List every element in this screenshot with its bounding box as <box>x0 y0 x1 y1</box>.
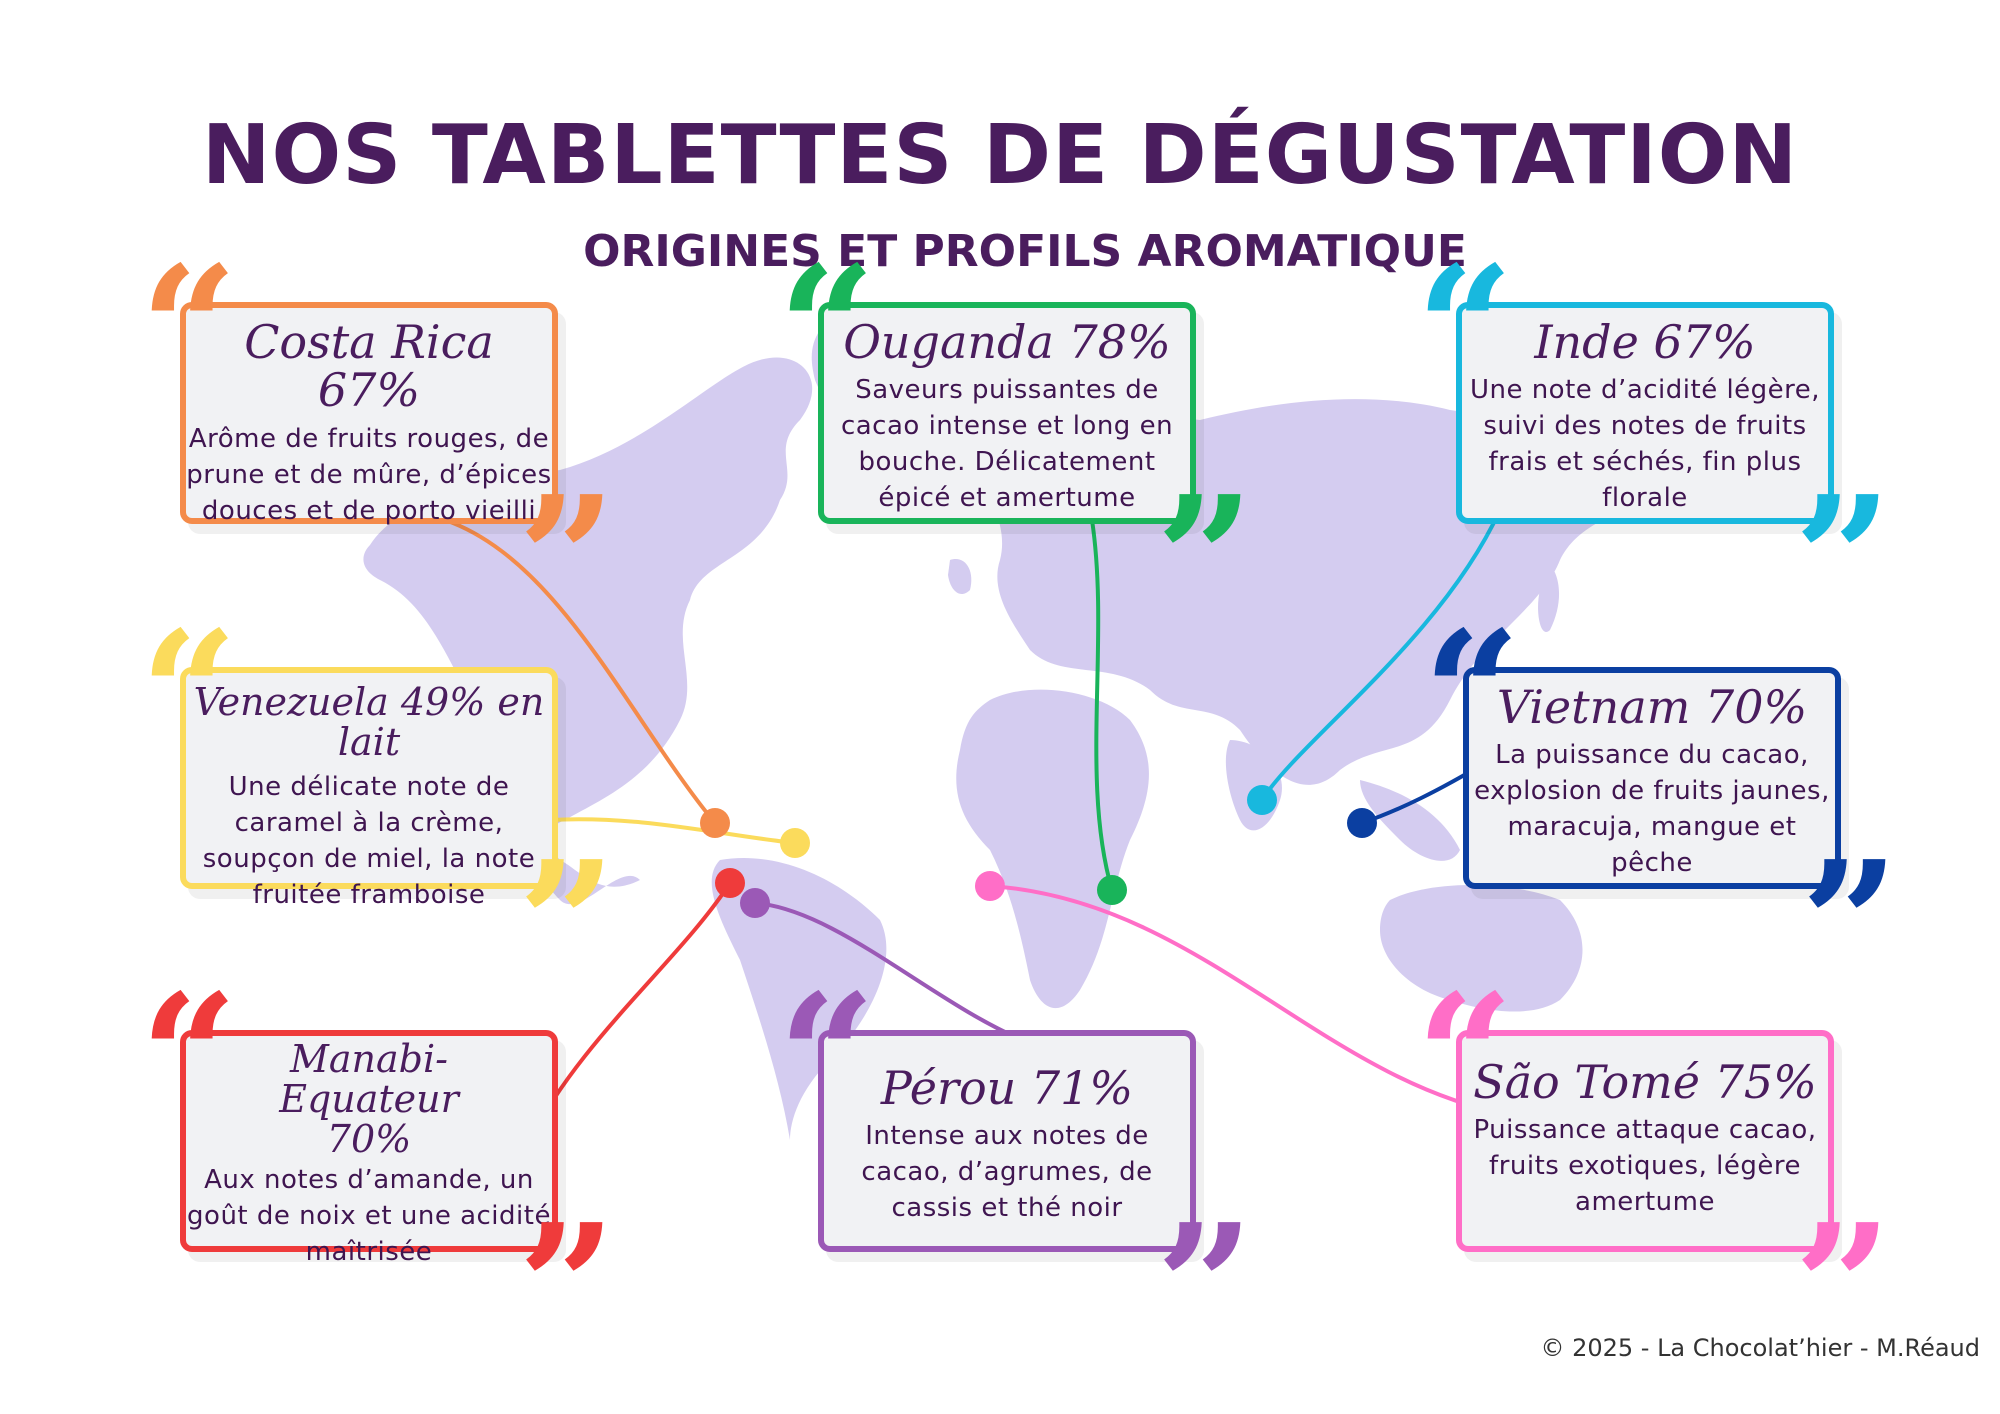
origin-name: Pérou 71% <box>880 1061 1134 1115</box>
origin-description: Aux notes d’amande, un goût de noix et u… <box>187 1164 551 1267</box>
marker-manabi-equateur <box>715 868 745 898</box>
continent-africa <box>956 689 1149 1009</box>
origin-card-ouganda: Ouganda 78% Saveurs puissantes de cacao … <box>818 302 1196 524</box>
open-quote-icon: “ <box>778 229 876 429</box>
continent-japan <box>1538 560 1560 632</box>
origin-name: São Tomé 75% <box>1473 1055 1817 1109</box>
close-quote-icon: ” <box>1794 1187 1892 1387</box>
origin-name: Ouganda 78% <box>843 315 1171 369</box>
connector-line-ouganda <box>1090 519 1114 891</box>
continent-uk <box>948 559 972 595</box>
marker-sao-tome <box>975 871 1005 901</box>
continent-south-america <box>711 858 887 1140</box>
origin-description: La puissance du cacao, explosion de frui… <box>1474 740 1830 879</box>
connector-line-sao-tome <box>989 884 1511 1117</box>
origin-card-manabi-equateur: Manabi-Equateur 70% Aux notes d’amande, … <box>180 1030 558 1267</box>
open-quote-icon: “ <box>1416 229 1514 429</box>
open-quote-icon: “ <box>140 229 238 429</box>
origin-description: Une note d’acidité légère, suivi des not… <box>1469 375 1821 514</box>
origin-description: Puissance attaque cacao, fruits exotique… <box>1473 1115 1817 1218</box>
connector-line-inde <box>1260 509 1502 802</box>
origin-card-sao-tome: São Tomé 75% Puissance attaque cacao, fr… <box>1456 1030 1834 1252</box>
close-quote-icon: ” <box>518 459 616 659</box>
origin-description: Intense aux notes de cacao, d’agrumes, d… <box>861 1121 1153 1224</box>
copyright-footer: © 2025 - La Chocolat’hier - M.Réaud <box>1540 1334 1980 1362</box>
marker-vietnam <box>1347 808 1377 838</box>
continent-southeast-asia <box>1360 780 1460 861</box>
origin-card-venezuela: Venezuela 49% en lait Une délicate note … <box>180 667 558 910</box>
origin-markers <box>700 785 1377 918</box>
origin-name: Inde 67% <box>1534 315 1756 369</box>
origin-name: Manabi-Equateur 70% <box>279 1037 459 1161</box>
open-quote-icon: “ <box>1416 957 1514 1157</box>
marker-perou <box>740 888 770 918</box>
connector-line-venezuela <box>549 817 796 845</box>
marker-venezuela <box>780 828 810 858</box>
page-subtitle: ORIGINES ET PROFILS AROMATIQUE <box>583 226 1467 277</box>
origin-name: Costa Rica 67% <box>244 315 494 418</box>
origin-description: Une délicate note de caramel à la crème,… <box>202 771 536 910</box>
continent-australia <box>1380 885 1583 1012</box>
origin-card-vietnam: Vietnam 70% La puissance du cacao, explo… <box>1463 667 1841 889</box>
open-quote-icon: “ <box>140 594 238 794</box>
connector-line-perou <box>754 901 1036 1047</box>
close-quote-icon: ” <box>1801 824 1899 1024</box>
marker-inde <box>1247 785 1277 815</box>
close-quote-icon: ” <box>518 824 616 1024</box>
origin-card-inde: Inde 67% Une note d’acidité légère, suiv… <box>1456 302 1834 524</box>
close-quote-icon: ” <box>1156 459 1254 659</box>
page-title: NOS TABLETTES DE DÉGUSTATION <box>201 108 1799 203</box>
connector-lines <box>444 509 1511 1141</box>
close-quote-icon: ” <box>518 1187 616 1387</box>
origin-description: Arôme de fruits rouges, de prune et de m… <box>186 423 552 526</box>
origin-card-perou: Pérou 71% Intense aux notes de cacao, d’… <box>818 1030 1196 1252</box>
open-quote-icon: “ <box>778 957 876 1157</box>
marker-costa-rica <box>700 808 730 838</box>
close-quote-icon: ” <box>1794 459 1892 659</box>
open-quote-icon: “ <box>140 957 238 1157</box>
marker-ouganda <box>1097 875 1127 905</box>
origin-description: Saveurs puissantes de cacao intense et l… <box>840 375 1174 514</box>
origin-name: Vietnam 70% <box>1496 680 1808 734</box>
close-quote-icon: ” <box>1156 1187 1254 1387</box>
origin-name: Venezuela 49% en lait <box>193 680 545 764</box>
connector-line-costa-rica <box>444 518 717 825</box>
open-quote-icon: “ <box>1423 594 1521 794</box>
origin-card-costa-rica: Costa Rica 67% Arôme de fruits rouges, d… <box>180 302 558 526</box>
